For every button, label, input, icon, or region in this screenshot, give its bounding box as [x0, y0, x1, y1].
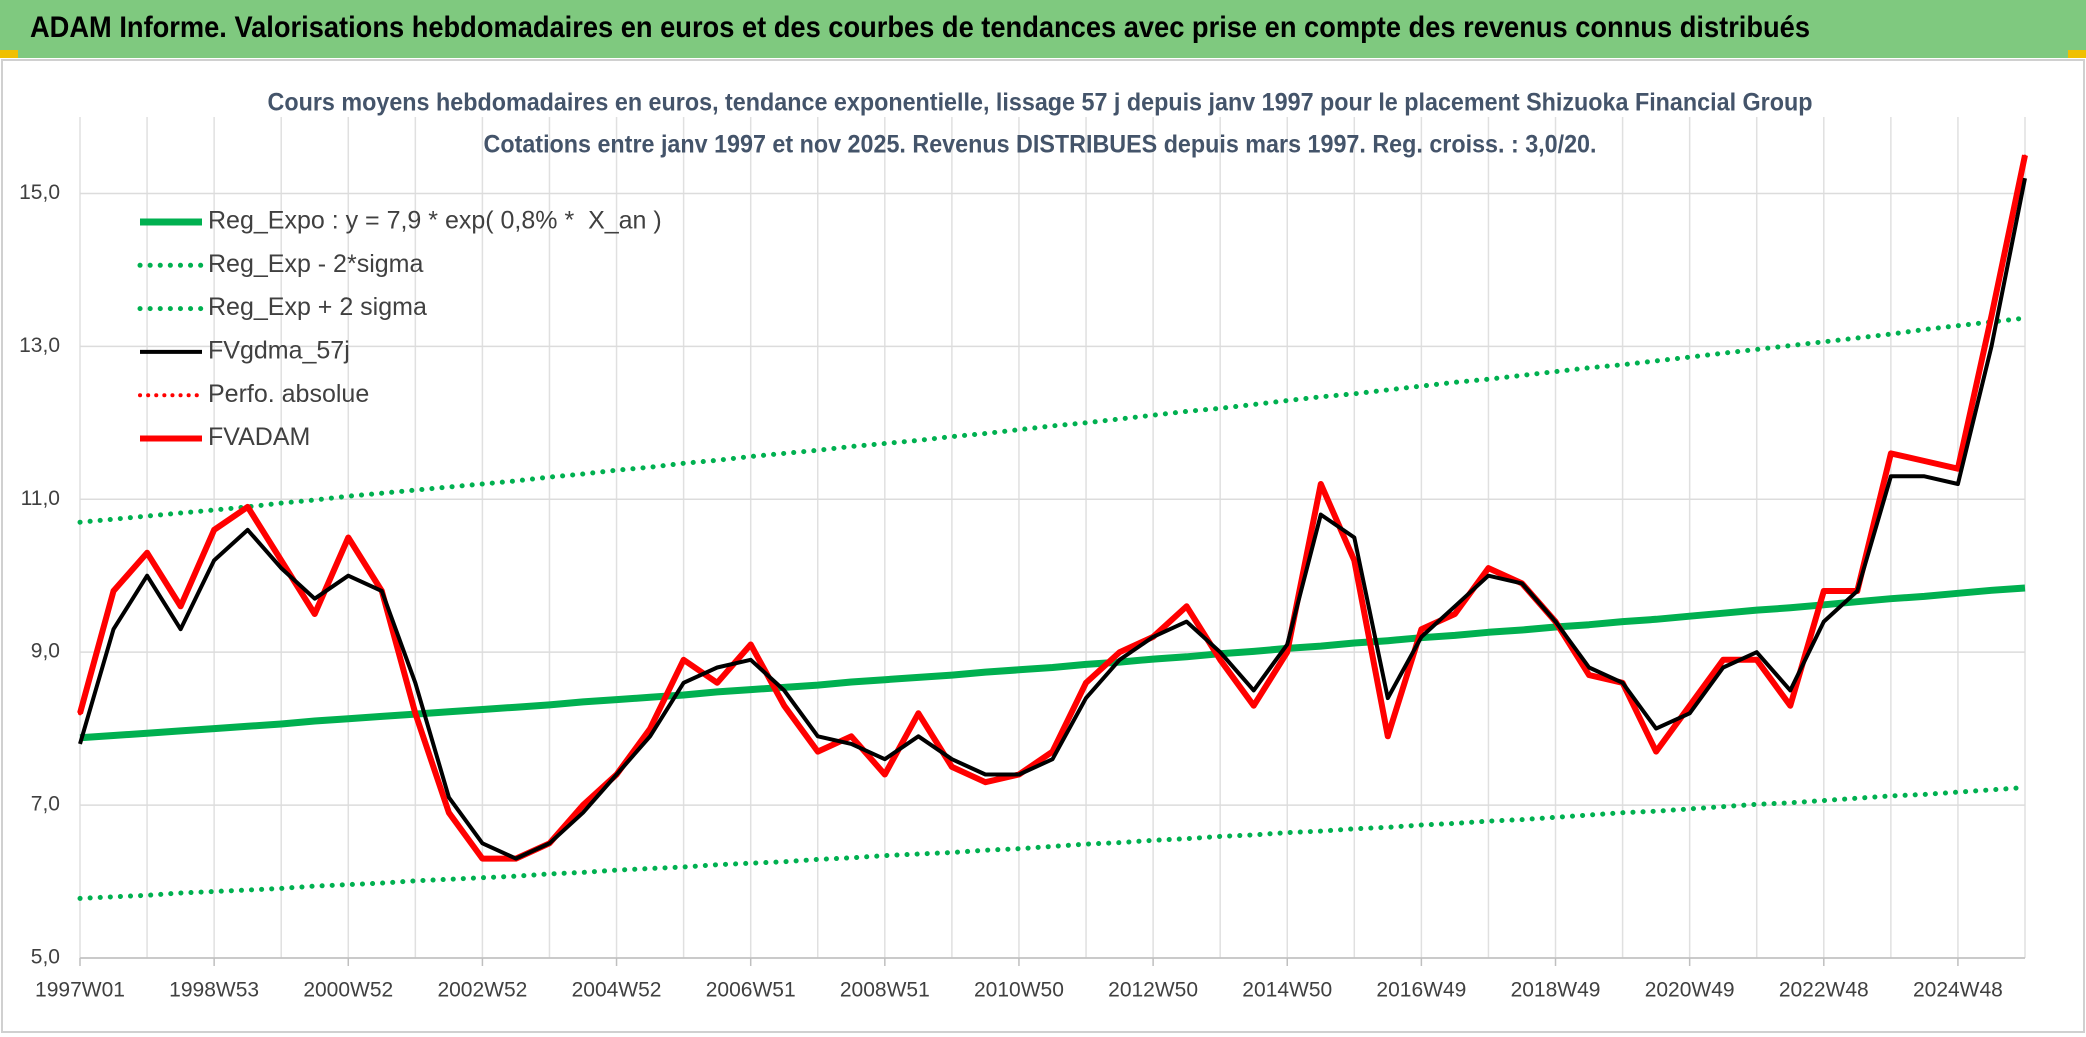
corner-mark [2068, 50, 2086, 58]
x-tick-label: 2014W50 [1242, 979, 1332, 1002]
series-line [77, 785, 2028, 901]
series-line [77, 315, 2028, 525]
header-bar [0, 0, 2086, 58]
chart-title: Cours moyens hebdomadaires en euros, ten… [268, 89, 1813, 117]
legend-label: Perfo. absolue [208, 380, 369, 408]
y-tick-label: 13,0 [19, 334, 60, 357]
x-tick-label: 2018W49 [1511, 979, 1601, 1002]
header-title: ADAM Informe. Valorisations hebdomadaire… [30, 11, 1810, 44]
y-tick-label: 5,0 [31, 946, 60, 969]
x-tick-label: 2004W52 [572, 979, 662, 1002]
x-tick-label: 2020W49 [1645, 979, 1735, 1002]
series-line [78, 177, 2027, 861]
y-tick-label: 11,0 [21, 487, 60, 510]
y-tick-label: 7,0 [31, 793, 60, 816]
x-tick-label: 1997W01 [35, 979, 125, 1002]
legend-label: Reg_Exp - 2*sigma [208, 250, 423, 278]
plot-area: 5,0 7,0 9,0 11,0 13,0 15,0 1997W01 1998W53 2000W… [19, 117, 2028, 1002]
legend-label: Reg_Exp + 2 sigma [208, 293, 427, 321]
x-tick-label: 2000W52 [303, 979, 393, 1002]
x-tick-label: 2012W50 [1108, 979, 1198, 1002]
legend-label: FVADAM [208, 423, 310, 451]
series-line [79, 584, 2026, 742]
series-line [77, 154, 2028, 862]
y-tick-label: 15,0 [19, 181, 60, 204]
x-tick-label: 2022W48 [1779, 979, 1869, 1002]
corner-mark [0, 50, 18, 58]
x-tick-label: 2006W51 [706, 979, 796, 1002]
legend: Reg_Expo : y = 7,9 * exp( 0,8% * X_an ) R… [137, 207, 662, 451]
x-tick-label: 2002W52 [437, 979, 527, 1002]
legend-label: Reg_Expo : y = 7,9 * exp( 0,8% * X_an ) [208, 207, 662, 235]
y-tick-label: 9,0 [31, 640, 60, 663]
x-tick-label: 1998W53 [169, 979, 259, 1002]
legend-label: FVgdma_57j [208, 337, 350, 365]
x-tick-label: 2024W48 [1913, 979, 2003, 1002]
x-tick-label: 2008W51 [840, 979, 930, 1002]
x-tick-label: 2010W50 [974, 979, 1064, 1002]
chart-subtitle: Cotations entre janv 1997 et nov 2025. R… [484, 131, 1597, 159]
x-tick-label: 2016W49 [1376, 979, 1466, 1002]
